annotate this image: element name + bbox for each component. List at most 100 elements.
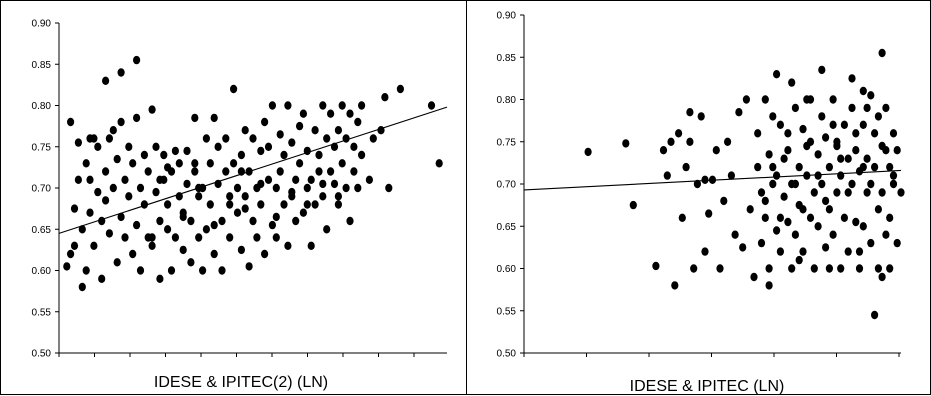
- right-data-point: [682, 162, 690, 172]
- right-y-tick-label: 0.50: [497, 349, 517, 360]
- left-data-point: [226, 200, 234, 209]
- left-data-point: [249, 216, 257, 226]
- right-data-point: [675, 129, 683, 138]
- right-data-point: [837, 264, 845, 273]
- left-data-point: [365, 175, 373, 184]
- left-data-point: [206, 159, 214, 168]
- right-data-point: [788, 264, 796, 273]
- right-data-point: [837, 171, 845, 180]
- right-data-point: [818, 179, 826, 189]
- left-y-tick-label: 0.70: [32, 184, 52, 195]
- right-data-point: [784, 146, 792, 155]
- left-x-axis-label: IDESE & IPITEC(2) (LN): [154, 374, 328, 391]
- right-data-point: [667, 137, 675, 146]
- right-data-point: [863, 103, 871, 113]
- left-data-point: [241, 192, 249, 201]
- right-data-point: [867, 91, 875, 100]
- right-data-point: [761, 196, 769, 206]
- left-data-point: [195, 233, 203, 242]
- left-data-point: [311, 200, 319, 209]
- left-data-point: [175, 159, 183, 168]
- right-data-point: [776, 213, 784, 222]
- left-data-point: [237, 150, 245, 160]
- right-data-point: [765, 264, 773, 273]
- left-data-point: [148, 105, 156, 114]
- left-data-point: [156, 175, 164, 184]
- left-y-tick-label: 0.80: [32, 101, 52, 112]
- left-trend-line: [58, 106, 448, 234]
- right-data-point: [750, 272, 758, 282]
- left-data-point: [74, 175, 82, 184]
- right-data-point: [825, 264, 833, 273]
- left-data-point: [102, 167, 110, 176]
- right-data-point: [837, 154, 845, 163]
- right-data-point: [818, 65, 826, 75]
- left-data-point: [303, 183, 311, 193]
- right-data-point: [829, 230, 837, 239]
- right-data-point: [652, 261, 660, 271]
- left-data-point: [164, 163, 172, 172]
- left-data-point: [299, 109, 307, 118]
- right-data-point: [791, 230, 799, 239]
- left-data-point: [226, 192, 234, 201]
- right-data-point: [874, 264, 882, 273]
- left-y-tick-label: 0.90: [32, 19, 52, 30]
- left-data-point: [346, 109, 354, 118]
- left-data-point: [109, 183, 117, 193]
- left-data-point: [334, 192, 342, 201]
- left-data-point: [171, 233, 179, 242]
- right-data-point: [893, 146, 901, 155]
- right-data-point: [697, 112, 705, 121]
- right-data-point: [859, 86, 867, 96]
- right-data-point: [769, 179, 777, 189]
- right-data-point: [848, 179, 856, 189]
- left-data-point: [70, 241, 79, 250]
- left-data-point: [369, 134, 377, 143]
- right-data-point: [690, 264, 698, 273]
- right-data-point: [848, 74, 856, 83]
- right-data-point: [731, 230, 739, 239]
- left-data-point: [218, 216, 226, 226]
- left-data-point: [319, 192, 327, 201]
- left-data-point: [342, 183, 350, 193]
- left-data-point: [230, 84, 238, 94]
- left-data-point: [105, 134, 113, 143]
- left-data-point: [102, 196, 110, 205]
- right-data-point: [822, 133, 830, 142]
- left-data-point: [303, 200, 311, 209]
- right-data-point: [788, 78, 796, 87]
- right-data-point: [761, 95, 769, 104]
- left-data-point: [214, 142, 222, 151]
- left-data-point: [67, 117, 75, 127]
- left-data-point: [113, 258, 121, 267]
- left-data-point: [113, 154, 121, 164]
- right-data-point: [784, 217, 792, 227]
- right-data-point: [852, 146, 860, 155]
- right-y-tick-label: 0.75: [497, 137, 517, 148]
- right-data-point: [859, 120, 867, 129]
- left-data-point: [156, 216, 164, 226]
- right-data-point: [663, 171, 671, 180]
- left-data-point: [144, 167, 152, 176]
- right-scatter-chart: 0.90 0.85 0.80 0.75 0.70 0.65 0.60 0.55 0.50 IDES…: [497, 11, 905, 394]
- left-data-point: [319, 179, 327, 189]
- left-data-point: [288, 138, 296, 147]
- right-y-tick-label: 0.65: [497, 222, 517, 233]
- left-data-point: [241, 204, 249, 213]
- right-data-point: [705, 209, 713, 218]
- right-data-point: [814, 171, 822, 180]
- right-data-point: [844, 188, 852, 197]
- right-data-point: [897, 188, 905, 197]
- left-data-point: [319, 101, 327, 110]
- right-data-point: [757, 238, 766, 248]
- left-data-point: [210, 249, 218, 259]
- left-data-point: [272, 233, 280, 242]
- left-data-point: [140, 150, 148, 160]
- left-data-point: [292, 175, 300, 184]
- left-data-point: [121, 175, 129, 184]
- right-data-point: [735, 108, 743, 117]
- left-data-point: [125, 192, 133, 201]
- left-data-point: [334, 200, 342, 209]
- right-data-point: [765, 150, 773, 159]
- left-data-point: [210, 113, 218, 123]
